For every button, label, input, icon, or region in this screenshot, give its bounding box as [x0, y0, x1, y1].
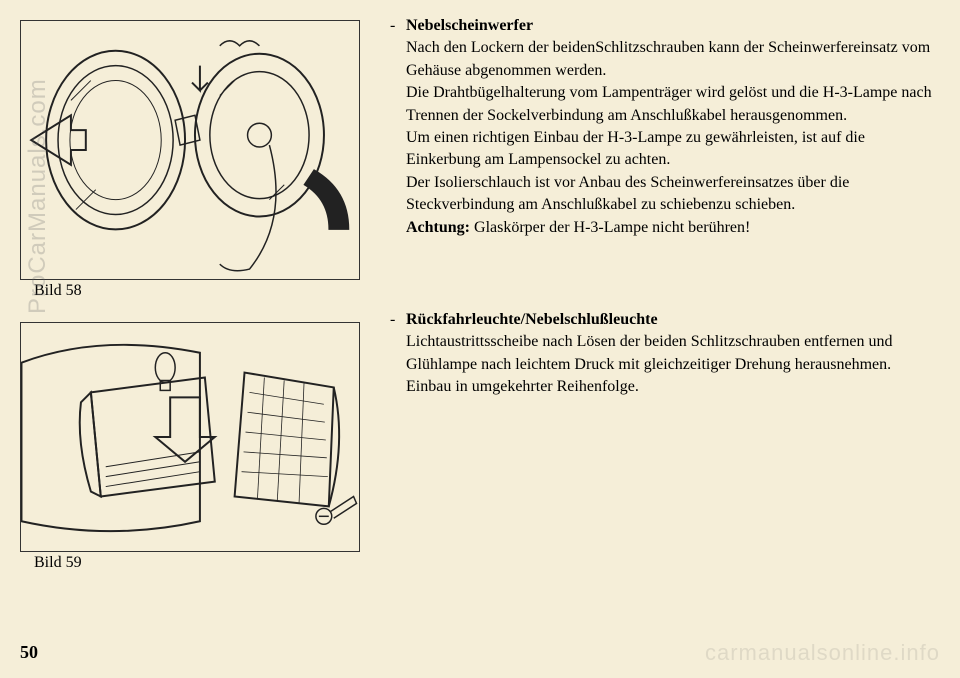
para-1-3: Um einen richtigen Einbau der H-3-Lampe …: [406, 127, 940, 172]
figure-58-caption: Bild 58: [34, 282, 370, 300]
section-rueckfahrleuchte: - Rückfahrleuchte/Nebelschlußleuchte Lic…: [390, 309, 940, 399]
heading-nebelscheinwerfer: Nebelscheinwerfer: [406, 15, 940, 37]
figure-59-illustration: [20, 322, 360, 552]
para-2-1: Lichtaustrittsscheibe nach Lösen der bei…: [406, 331, 940, 376]
content-1: Nebelscheinwerfer Nach den Lockern der b…: [406, 15, 940, 239]
warning-text: Glaskörper der H-3-Lampe nicht berühren!: [470, 219, 750, 236]
page-layout: Bild 58: [20, 10, 940, 572]
watermark-left: ProCarManuals.com: [24, 78, 52, 314]
section-nebelscheinwerfer: - Nebelscheinwerfer Nach den Lockern der…: [390, 15, 940, 239]
watermark-bottom: carmanualsonline.info: [705, 640, 940, 666]
right-column: - Nebelscheinwerfer Nach den Lockern der…: [390, 10, 940, 572]
figure-59-caption: Bild 59: [34, 554, 370, 572]
content-2: Rückfahrleuchte/Nebelschlußleuchte Licht…: [406, 309, 940, 399]
figure-spacer: [20, 300, 370, 312]
para-1-warning: Achtung: Glaskörper der H-3-Lampe nicht …: [406, 217, 940, 239]
para-1-2: Die Drahtbügelhalterung vom Lampenträger…: [406, 82, 940, 127]
bullet-1: -: [390, 15, 406, 239]
reverse-lamp-illustration: [21, 323, 359, 551]
heading-rueckfahrleuchte: Rückfahrleuchte/Nebelschlußleuchte: [406, 309, 940, 331]
para-1-1: Nach den Lockern der beidenSchlitzschrau…: [406, 37, 940, 82]
bullet-2: -: [390, 309, 406, 399]
para-1-4: Der Isolierschlauch ist vor Anbau des Sc…: [406, 172, 940, 217]
para-2-2: Einbau in umgekehrter Reihenfolge.: [406, 376, 940, 398]
warning-label: Achtung:: [406, 219, 470, 236]
fog-lamp-illustration: [21, 21, 359, 279]
figure-58-illustration: [20, 20, 360, 280]
left-column: Bild 58: [20, 10, 370, 572]
page-number: 50: [20, 642, 38, 663]
